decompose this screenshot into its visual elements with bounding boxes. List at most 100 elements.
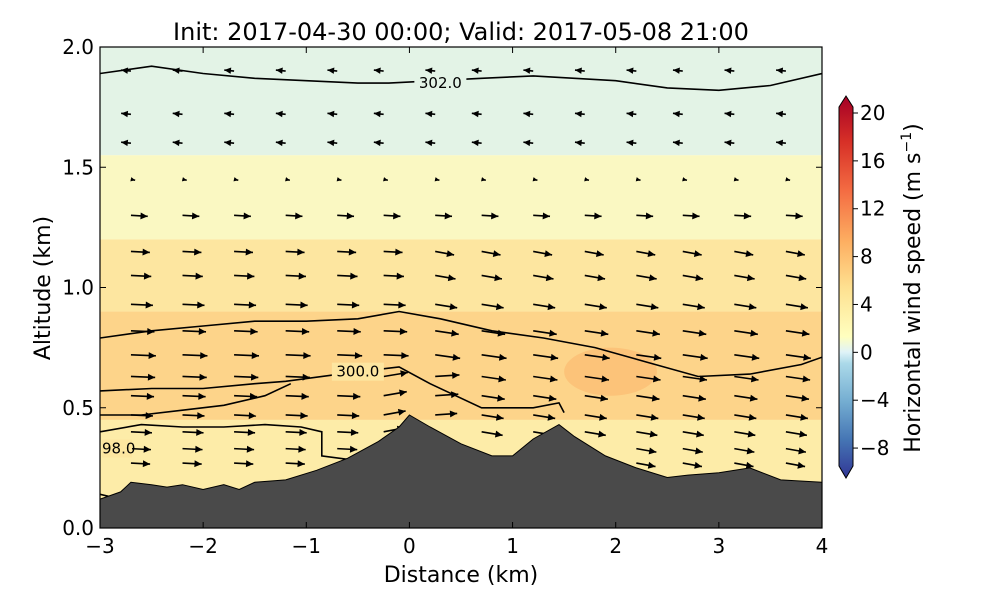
wind-vector bbox=[533, 394, 557, 402]
wind-vector bbox=[224, 110, 235, 118]
wind-vector bbox=[234, 301, 257, 309]
wind-vector bbox=[233, 177, 239, 182]
contour-label-bg-0 bbox=[414, 74, 467, 93]
y-tick-label: 1.5 bbox=[62, 155, 94, 179]
wind-vector bbox=[636, 212, 654, 220]
wind-vector bbox=[533, 303, 556, 311]
wind-vector bbox=[181, 177, 187, 182]
wind-vector bbox=[533, 250, 553, 258]
wind-vector bbox=[734, 353, 760, 361]
wind-fill-layer-4 bbox=[564, 347, 657, 396]
wind-vector bbox=[130, 212, 148, 220]
wind-vector bbox=[682, 461, 703, 469]
wind-vector bbox=[533, 353, 559, 361]
wind-vector bbox=[672, 67, 683, 74]
wind-vector bbox=[636, 329, 660, 337]
wind-vector bbox=[523, 67, 534, 74]
plot-area bbox=[100, 47, 822, 528]
wind-vector bbox=[383, 301, 406, 309]
wind-vector bbox=[327, 139, 338, 147]
wind-vector bbox=[435, 212, 453, 220]
wind-vector bbox=[636, 274, 657, 282]
wind-vectors bbox=[121, 67, 811, 469]
wind-vector bbox=[383, 212, 401, 220]
wind-vector bbox=[285, 460, 305, 468]
wind-vector bbox=[425, 67, 436, 74]
wind-vector bbox=[172, 110, 183, 118]
wind-vector bbox=[121, 110, 132, 118]
wind-vector bbox=[182, 412, 205, 420]
y-axis-label: Altitude (km) bbox=[31, 216, 56, 360]
wind-vector bbox=[337, 412, 360, 420]
wind-vector bbox=[285, 212, 303, 220]
wind-vector bbox=[373, 67, 384, 74]
wind-vector bbox=[682, 212, 700, 220]
wind-vector bbox=[182, 460, 202, 468]
wind-vector bbox=[435, 303, 458, 311]
contour-label-2: 300.0 bbox=[336, 363, 379, 381]
wind-vector bbox=[785, 375, 811, 383]
wind-vector bbox=[337, 428, 359, 436]
y-tick-label: 0.5 bbox=[62, 396, 94, 420]
wind-fill-layer-1 bbox=[100, 155, 822, 240]
contour-label-bg-4 bbox=[102, 439, 132, 458]
wind-vector bbox=[383, 352, 409, 360]
wind-vector bbox=[776, 110, 786, 118]
wind-vector bbox=[776, 67, 786, 74]
wind-vector bbox=[383, 328, 408, 335]
wind-vector bbox=[182, 352, 208, 360]
wind-vector bbox=[285, 248, 305, 256]
wind-vector bbox=[636, 394, 660, 402]
wind-vector bbox=[435, 410, 458, 418]
wind-vector bbox=[275, 67, 286, 74]
wind-vector bbox=[337, 328, 361, 335]
wind-vector bbox=[285, 328, 310, 335]
wind-fill-layer-2 bbox=[100, 239, 822, 312]
wind-vector bbox=[130, 392, 155, 400]
wind-vector bbox=[481, 329, 506, 337]
wind-vector bbox=[533, 375, 558, 383]
wind-vector bbox=[785, 430, 808, 438]
wind-vector bbox=[383, 389, 407, 397]
x-tick-label: 4 bbox=[816, 534, 829, 558]
wind-vector bbox=[785, 303, 809, 311]
colorbar-label-sup: −1 bbox=[899, 132, 915, 153]
wind-vector bbox=[682, 250, 702, 258]
wind-vector bbox=[130, 352, 156, 360]
wind-vector bbox=[337, 248, 357, 256]
wind-vector bbox=[224, 67, 235, 74]
wind-vector bbox=[434, 177, 440, 182]
terrain-profile bbox=[100, 414, 822, 528]
wind-vector bbox=[234, 445, 255, 453]
colorbar-ticks: −8 −4 0 4 8 12 16 20 bbox=[853, 101, 889, 460]
wind-vector bbox=[182, 428, 204, 436]
theta-contours bbox=[100, 65, 822, 500]
x-tick-label: 0 bbox=[403, 534, 416, 558]
x-tick-label: −3 bbox=[85, 534, 114, 558]
wind-vector bbox=[785, 274, 807, 282]
wind-vector bbox=[234, 460, 254, 468]
wind-vector bbox=[682, 375, 708, 383]
wind-vector bbox=[285, 428, 307, 436]
wind-vector bbox=[574, 110, 585, 118]
wind-vector bbox=[383, 248, 403, 256]
wind-vector bbox=[584, 394, 608, 402]
terrain bbox=[100, 414, 822, 528]
wind-vector bbox=[130, 272, 152, 280]
wind-vector bbox=[574, 67, 585, 74]
colorbar-tick-label: 16 bbox=[860, 149, 885, 173]
wind-vector bbox=[373, 139, 384, 147]
x-axis-ticks: −3 −2 −1 0 1 2 3 4 bbox=[85, 47, 828, 558]
wind-vector bbox=[636, 375, 661, 383]
wind-vector bbox=[584, 303, 607, 311]
colorbar: −8 −4 0 4 8 12 16 20 Horizontal wind speed (m s… bbox=[838, 95, 926, 479]
wind-vector bbox=[785, 329, 810, 337]
y-tick-label: 1.0 bbox=[62, 276, 94, 300]
wind-vector bbox=[182, 328, 207, 335]
colorbar-body bbox=[838, 95, 854, 479]
x-tick-label: 2 bbox=[609, 534, 622, 558]
wind-vector bbox=[234, 412, 257, 420]
theta-contour-1 bbox=[100, 310, 822, 378]
wind-vector bbox=[481, 274, 503, 282]
